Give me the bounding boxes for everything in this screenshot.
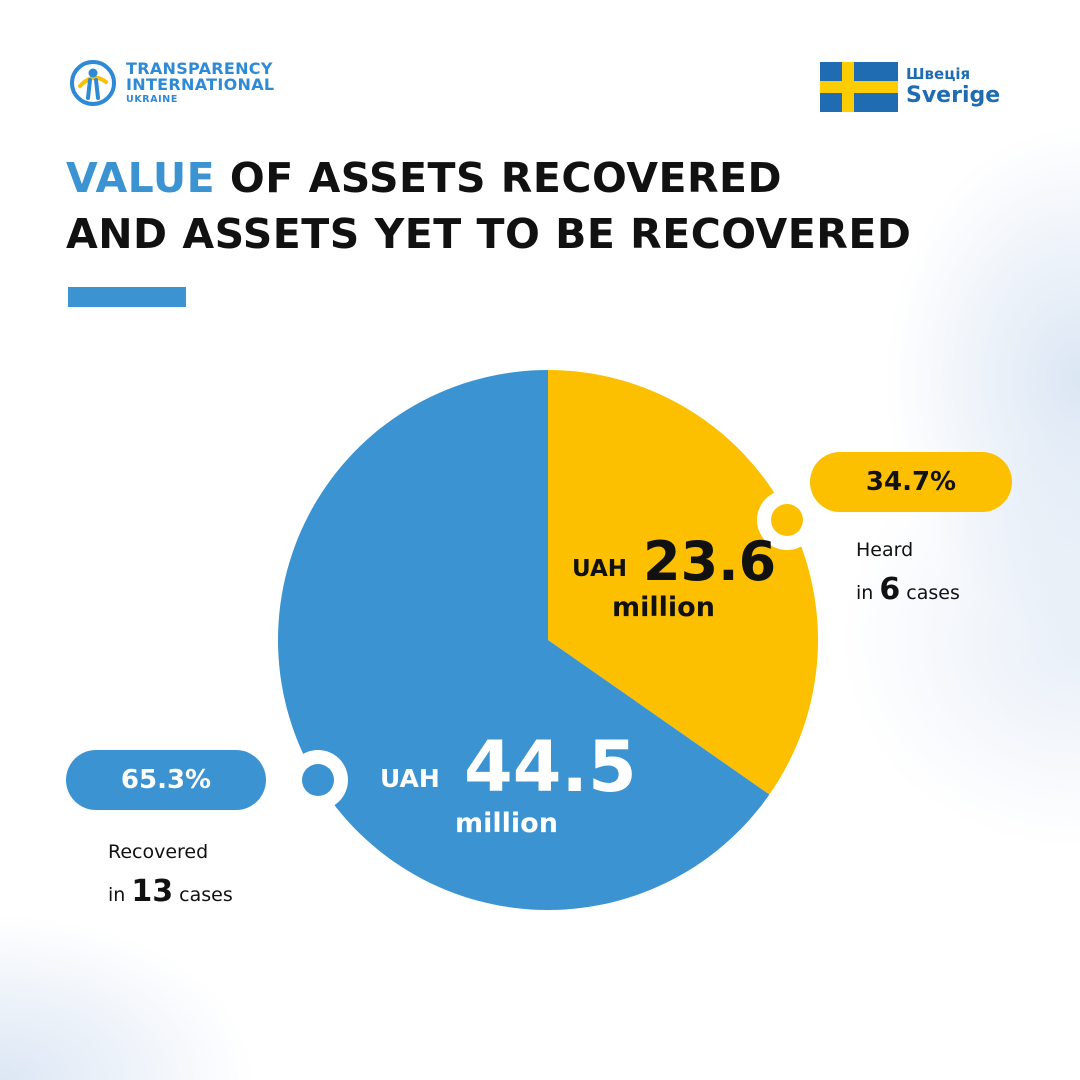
page-title: VALUE OF ASSETS RECOVERED AND ASSETS YET… (66, 150, 1016, 262)
title-line1-rest: OF ASSETS RECOVERED (215, 154, 783, 202)
ti-logo-line3: UKRAINE (126, 94, 178, 106)
recovered-caption: Recovered in 13 cases (108, 832, 233, 915)
heard-percent-pill: 34.7% (810, 452, 1012, 512)
title-line2: AND ASSETS YET TO BE RECOVERED (66, 210, 912, 258)
pie-slice-recovered (277, 370, 770, 911)
heard-value-number: 23.6 (643, 530, 777, 593)
sweden-ua-text: Швеція (906, 65, 971, 83)
recovered-value-prefix: UAH (380, 764, 440, 793)
heard-cases-count: 6 (879, 572, 901, 607)
sweden-logo: Швеція Sverige (820, 62, 1000, 112)
pie-slice-heard (548, 370, 818, 795)
recovered-marker-dot (302, 764, 334, 796)
heard-value-prefix: UAH (572, 556, 628, 582)
heard-label: Heard (856, 539, 914, 561)
heard-cases-prefix: in (856, 582, 874, 604)
heard-value-unit: million (612, 592, 715, 623)
recovered-value-unit: million (455, 808, 558, 839)
ti-ukraine-logo: TRANSPARENCY INTERNATIONAL UKRAINE (68, 58, 274, 108)
ti-logo-line2: INTERNATIONAL (126, 75, 275, 95)
ti-logo-line1: TRANSPARENCY (126, 59, 273, 79)
sweden-flag-icon (820, 62, 898, 112)
ti-wordmark: TRANSPARENCY INTERNATIONAL UKRAINE (126, 61, 274, 105)
title-underline-bar (68, 287, 186, 307)
heard-cases-line: in 6 cases (856, 570, 960, 613)
ti-emblem-icon (70, 60, 116, 106)
recovered-cases-line: in 13 cases (108, 872, 233, 915)
recovered-cases-count: 13 (131, 874, 174, 909)
recovered-percent-pill: 65.3% (66, 750, 266, 810)
sweden-wordmark: Швеція Sverige (906, 67, 1000, 107)
heard-caption: Heard in 6 cases (856, 530, 960, 613)
recovered-cases-prefix: in (108, 884, 126, 906)
recovered-value-number: 44.5 (464, 726, 637, 808)
heard-cases-suffix: cases (906, 582, 960, 604)
recovered-cases-suffix: cases (179, 884, 233, 906)
sweden-sv-text: Sverige (906, 83, 1001, 108)
title-line1: VALUE OF ASSETS RECOVERED (66, 150, 1016, 206)
recovered-label: Recovered (108, 841, 209, 863)
heard-marker-dot (771, 504, 803, 536)
title-highlight: VALUE (66, 154, 216, 202)
